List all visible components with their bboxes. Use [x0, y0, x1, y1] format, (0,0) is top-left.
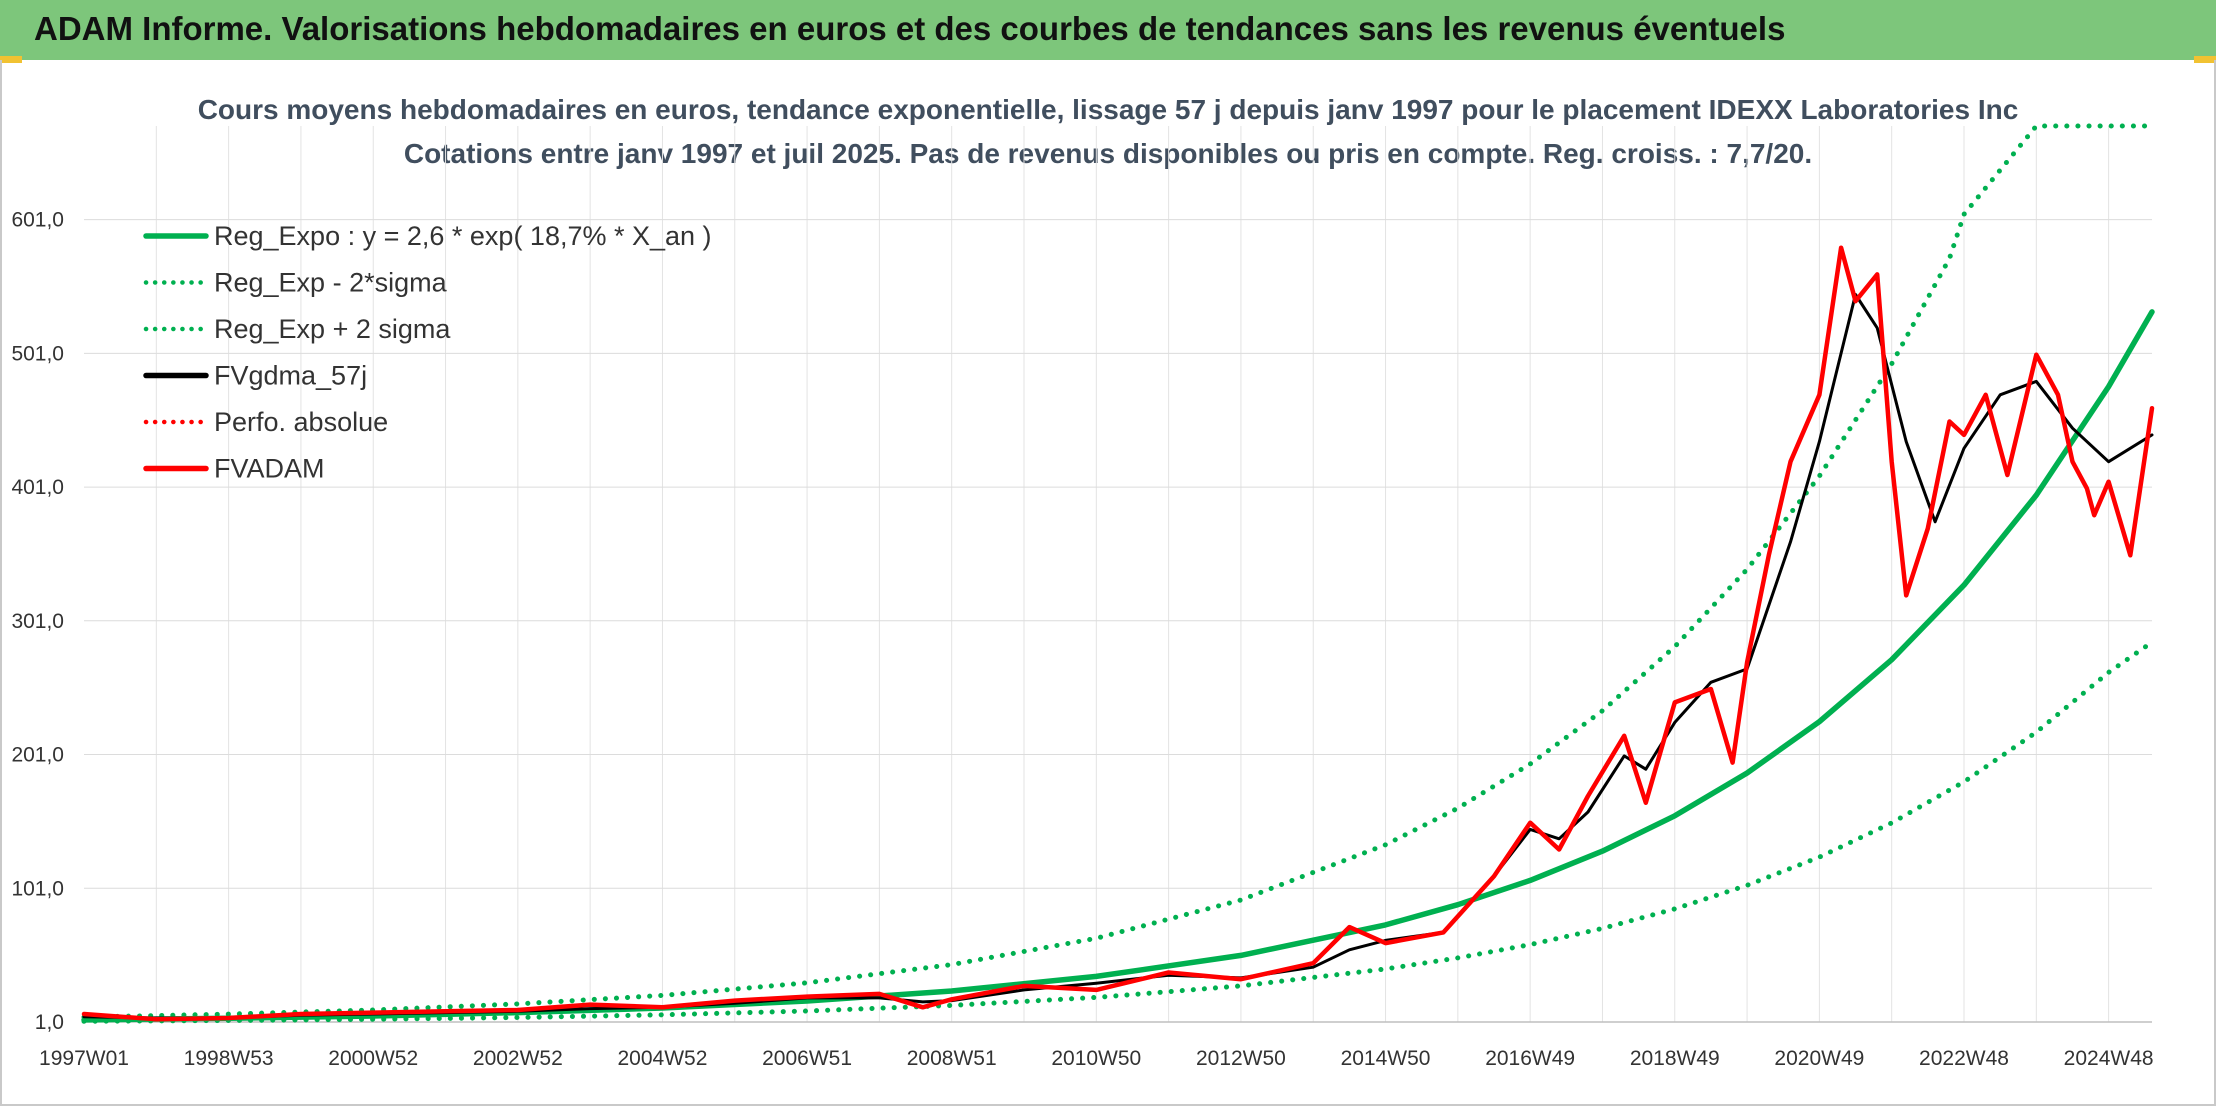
grid-layer [84, 126, 2152, 1023]
y-tick-label: 101,0 [11, 877, 64, 900]
legend-label: Reg_Expo : y = 2,6 * exp( 18,7% * X_an ) [214, 221, 712, 251]
header-corner-right [2194, 56, 2216, 63]
axis-labels-layer: 1,0 101,0 201,0 301,0 401,0 501,0 601,0 1997W01… [11, 209, 2153, 1070]
regression-upper-band [81, 123, 2155, 1020]
x-tick-label: 2020W49 [1774, 1047, 1864, 1070]
y-tick-label: 201,0 [11, 744, 64, 767]
x-tick-label: 2024W48 [2064, 1047, 2154, 1070]
y-tick-label: 301,0 [11, 610, 64, 633]
x-tick-label: 2000W52 [328, 1047, 418, 1070]
y-tick-label: 401,0 [11, 476, 64, 499]
legend-label: Perfo. absolue [214, 407, 388, 437]
x-tick-label: 1998W53 [184, 1047, 274, 1070]
series-layer [81, 123, 2155, 1024]
legend-label: Reg_Exp + 2 sigma [214, 314, 451, 344]
x-tick-label: 2014W50 [1341, 1047, 1431, 1070]
chart-subtitle: Cotations entre janv 1997 et juil 2025. … [403, 138, 1813, 169]
x-tick-label: 1997W01 [39, 1047, 129, 1070]
y-tick-label: 601,0 [11, 209, 64, 232]
fvadam-line [81, 245, 2155, 1022]
legend: Reg_Expo : y = 2,6 * exp( 18,7% * X_an )… [143, 221, 712, 484]
legend-label: FVgdma_57j [214, 361, 367, 391]
x-tick-label: 2002W52 [473, 1047, 563, 1070]
chart-frame [0, 60, 2216, 1106]
regression-line [81, 309, 2155, 1023]
x-tick-label: 2006W51 [762, 1047, 852, 1070]
legend-label: FVADAM [214, 454, 325, 484]
x-tick-label: 2018W49 [1630, 1047, 1720, 1070]
y-tick-label: 501,0 [11, 342, 64, 365]
moving-average-line [82, 293, 2154, 1020]
regression-lower-band [81, 639, 2155, 1024]
chart-title: Cours moyens hebdomadaires en euros, ten… [197, 94, 2019, 125]
x-tick-label: 2004W52 [618, 1047, 708, 1070]
header-corner-left [0, 56, 22, 63]
report-title: ADAM Informe. Valorisations hebdomadaire… [34, 10, 1786, 47]
legend-label: Reg_Exp - 2*sigma [214, 268, 448, 298]
x-tick-label: 2008W51 [907, 1047, 997, 1070]
x-tick-label: 2016W49 [1485, 1047, 1575, 1070]
y-tick-label: 1,0 [35, 1011, 64, 1034]
report-header: ADAM Informe. Valorisations hebdomadaire… [0, 0, 2216, 60]
x-tick-label: 2022W48 [1919, 1047, 2009, 1070]
x-tick-label: 2010W50 [1051, 1047, 1141, 1070]
x-tick-label: 2012W50 [1196, 1047, 1286, 1070]
